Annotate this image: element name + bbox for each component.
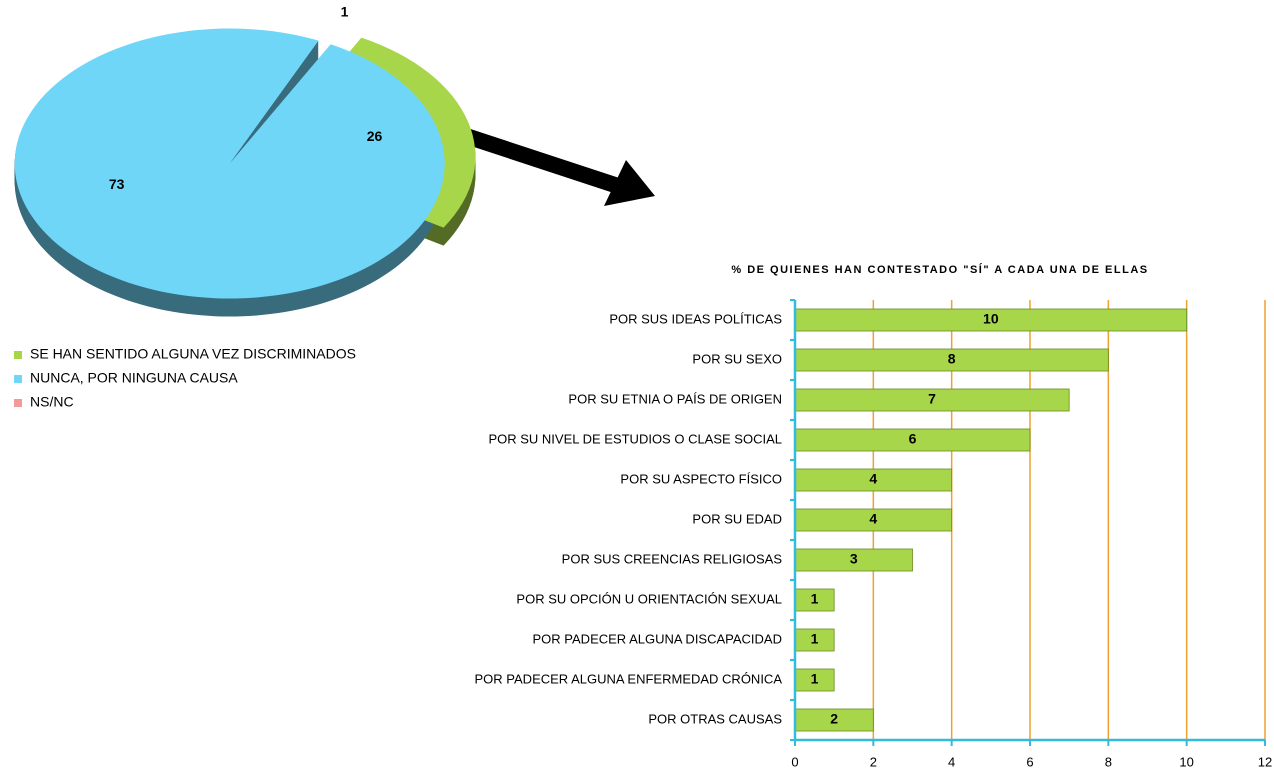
slice-label: 73 [109, 176, 125, 192]
legend-label: NS/NC [30, 394, 74, 410]
bar-label: 4 [869, 511, 877, 527]
bar-label: 10 [983, 311, 999, 327]
bar-label: 6 [909, 431, 917, 447]
y-tick-label: POR SUS IDEAS POLÍTICAS [609, 311, 782, 326]
x-tick-label: 4 [948, 754, 955, 769]
slice-label: 26 [367, 128, 383, 144]
bar-label: 1 [811, 631, 819, 647]
x-tick-label: 2 [870, 754, 877, 769]
slice [252, 30, 354, 150]
bar-label: 1 [811, 591, 819, 607]
y-tick-label: POR SUS CREENCIAS RELIGIOSAS [562, 551, 783, 566]
legend-swatch [14, 351, 22, 359]
y-tick-label: POR PADECER ALGUNA ENFERMEDAD CRÓNICA [475, 671, 783, 686]
slice [14, 28, 445, 299]
bar-label: 3 [850, 551, 858, 567]
y-tick-label: POR SU OPCIÓN U ORIENTACIÓN SEXUAL [516, 591, 782, 606]
legend-label: SE HAN SENTIDO ALGUNA VEZ DISCRIMINADOS [30, 346, 356, 362]
bar-label: 2 [830, 711, 838, 727]
y-tick-label: POR OTRAS CAUSAS [648, 711, 782, 726]
bar-label: 7 [928, 391, 936, 407]
x-tick-label: 10 [1179, 754, 1193, 769]
x-tick-label: 6 [1026, 754, 1033, 769]
legend-label: NUNCA, POR NINGUNA CAUSA [30, 370, 238, 386]
bar-label: 8 [948, 351, 956, 367]
arrow [445, 122, 655, 206]
slice-label: 1 [341, 4, 349, 20]
legend-swatch [14, 399, 22, 407]
y-tick-label: POR SU SEXO [692, 351, 782, 366]
legend-swatch [14, 375, 22, 383]
bar-label: 1 [811, 671, 819, 687]
y-tick-label: POR SU ASPECTO FÍSICO [620, 471, 782, 486]
y-tick-label: POR SU ETNIA O PAÍS DE ORIGEN [568, 391, 782, 406]
x-tick-label: 12 [1258, 754, 1272, 769]
bar-title: % DE QUIENES HAN CONTESTADO "SÍ" A CADA … [731, 263, 1148, 276]
y-tick-label: POR SU NIVEL DE ESTUDIOS O CLASE SOCIAL [488, 431, 782, 446]
x-tick-label: 8 [1105, 754, 1112, 769]
y-tick-label: POR PADECER ALGUNA DISCAPACIDAD [533, 631, 782, 646]
y-tick-label: POR SU EDAD [692, 511, 782, 526]
bar-label: 4 [869, 471, 877, 487]
x-tick-label: 0 [791, 754, 798, 769]
